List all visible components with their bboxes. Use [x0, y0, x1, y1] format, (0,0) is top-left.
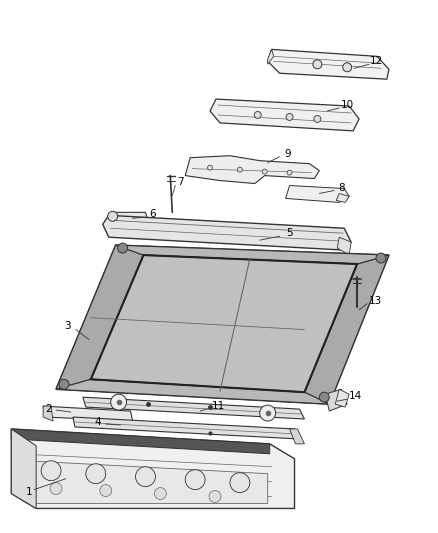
Text: 11: 11 [212, 401, 225, 411]
Polygon shape [103, 215, 351, 250]
Circle shape [314, 116, 321, 123]
Polygon shape [325, 389, 347, 411]
Text: 6: 6 [149, 209, 156, 220]
Circle shape [313, 60, 322, 69]
Polygon shape [91, 255, 357, 392]
Polygon shape [337, 237, 351, 255]
Polygon shape [185, 156, 319, 183]
Circle shape [59, 379, 69, 389]
Circle shape [209, 490, 221, 503]
Circle shape [237, 167, 242, 172]
Circle shape [319, 392, 329, 402]
Text: 9: 9 [284, 149, 291, 159]
Polygon shape [73, 417, 297, 439]
Polygon shape [26, 461, 268, 504]
Polygon shape [111, 212, 148, 222]
Polygon shape [335, 389, 349, 407]
Circle shape [208, 165, 212, 170]
Polygon shape [286, 185, 349, 203]
Polygon shape [116, 245, 389, 264]
Text: 12: 12 [369, 56, 383, 66]
Polygon shape [290, 429, 304, 444]
Polygon shape [11, 429, 36, 508]
Circle shape [376, 253, 386, 263]
Text: 8: 8 [338, 183, 345, 193]
Polygon shape [56, 245, 144, 389]
Circle shape [286, 114, 293, 120]
Polygon shape [56, 379, 329, 404]
Text: 10: 10 [341, 100, 354, 110]
Polygon shape [43, 406, 133, 421]
Circle shape [108, 212, 118, 221]
Text: 14: 14 [349, 391, 362, 401]
Polygon shape [268, 50, 274, 64]
Circle shape [260, 405, 276, 421]
Circle shape [50, 482, 62, 495]
Polygon shape [83, 397, 304, 419]
Circle shape [287, 170, 292, 175]
Polygon shape [11, 429, 294, 508]
Polygon shape [11, 429, 270, 454]
Circle shape [254, 111, 261, 118]
Circle shape [41, 461, 61, 481]
Polygon shape [56, 245, 389, 404]
Circle shape [230, 473, 250, 492]
Text: 2: 2 [45, 404, 51, 414]
Circle shape [111, 394, 127, 410]
Text: 4: 4 [95, 417, 101, 427]
Text: 7: 7 [177, 176, 184, 187]
Circle shape [86, 464, 106, 483]
Polygon shape [336, 193, 349, 203]
Circle shape [118, 243, 127, 253]
Circle shape [262, 169, 267, 174]
Polygon shape [43, 406, 53, 421]
Polygon shape [268, 50, 389, 79]
Text: 3: 3 [65, 321, 71, 330]
Text: 5: 5 [286, 228, 293, 238]
Text: 13: 13 [368, 296, 381, 306]
Circle shape [343, 63, 352, 72]
Polygon shape [210, 99, 359, 131]
Circle shape [135, 467, 155, 487]
Polygon shape [304, 255, 389, 404]
Circle shape [100, 484, 112, 497]
Text: 1: 1 [26, 487, 32, 497]
Circle shape [185, 470, 205, 490]
Circle shape [155, 488, 166, 499]
